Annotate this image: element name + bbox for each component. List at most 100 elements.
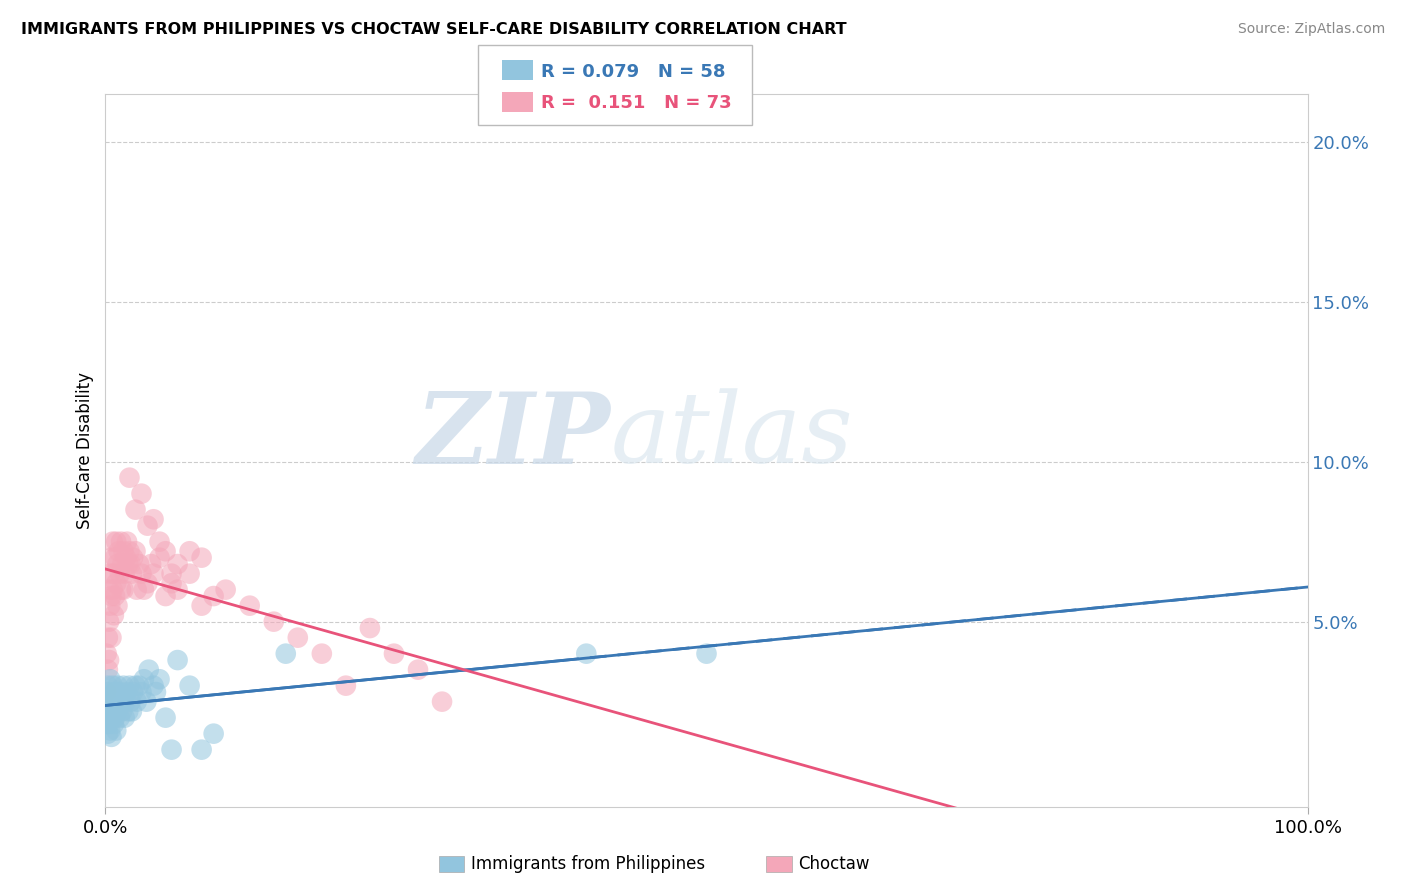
- Point: [160, 576, 183, 591]
- Point: [107, 679, 129, 693]
- Text: Choctaw: Choctaw: [799, 855, 870, 873]
- Point: [98, 566, 121, 581]
- Text: R = 0.079   N = 58: R = 0.079 N = 58: [541, 63, 725, 81]
- Point: [112, 582, 135, 597]
- Point: [120, 557, 142, 571]
- Point: [108, 685, 131, 699]
- Point: [122, 685, 145, 699]
- Point: [142, 512, 165, 526]
- Point: [96, 717, 118, 731]
- Point: [97, 631, 120, 645]
- Point: [96, 711, 118, 725]
- Point: [117, 704, 139, 718]
- Point: [98, 685, 121, 699]
- Point: [120, 695, 142, 709]
- Point: [105, 695, 128, 709]
- Point: [100, 631, 122, 645]
- Point: [101, 534, 124, 549]
- Point: [430, 695, 453, 709]
- Point: [111, 557, 134, 571]
- Point: [108, 711, 131, 725]
- Point: [103, 717, 125, 731]
- Point: [97, 704, 120, 718]
- Point: [117, 557, 139, 571]
- Point: [155, 544, 177, 558]
- Point: [100, 730, 122, 744]
- Point: [107, 704, 129, 718]
- Point: [103, 608, 125, 623]
- Point: [98, 673, 121, 687]
- Point: [142, 679, 165, 693]
- Point: [696, 647, 718, 661]
- Point: [125, 582, 148, 597]
- Text: R =  0.151   N = 73: R = 0.151 N = 73: [541, 94, 733, 112]
- Point: [110, 534, 132, 549]
- Point: [190, 599, 212, 613]
- Point: [166, 653, 188, 667]
- Point: [359, 621, 381, 635]
- Point: [287, 631, 309, 645]
- Point: [98, 723, 121, 738]
- Point: [136, 576, 159, 591]
- Point: [135, 695, 157, 709]
- Point: [118, 679, 141, 693]
- Point: [142, 566, 165, 581]
- Point: [103, 566, 125, 581]
- Point: [98, 599, 121, 613]
- Point: [115, 550, 138, 565]
- Point: [406, 663, 429, 677]
- Point: [125, 695, 148, 709]
- Point: [98, 717, 121, 731]
- Text: atlas: atlas: [610, 389, 853, 483]
- Point: [335, 679, 357, 693]
- Point: [110, 582, 132, 597]
- Point: [103, 691, 125, 706]
- Point: [124, 544, 146, 558]
- Point: [104, 550, 127, 565]
- Point: [166, 582, 188, 597]
- Text: IMMIGRANTS FROM PHILIPPINES VS CHOCTAW SELF-CARE DISABILITY CORRELATION CHART: IMMIGRANTS FROM PHILIPPINES VS CHOCTAW S…: [21, 22, 846, 37]
- Point: [104, 711, 127, 725]
- Point: [101, 704, 124, 718]
- Point: [107, 557, 129, 571]
- Point: [160, 566, 183, 581]
- Point: [112, 679, 135, 693]
- Point: [190, 742, 212, 756]
- Point: [101, 679, 124, 693]
- Point: [98, 615, 121, 629]
- Point: [263, 615, 285, 629]
- Point: [114, 688, 136, 702]
- Point: [139, 557, 162, 571]
- Point: [104, 589, 127, 603]
- Point: [100, 550, 122, 565]
- Point: [98, 698, 121, 712]
- Point: [97, 679, 120, 693]
- Point: [96, 647, 118, 661]
- Point: [155, 711, 177, 725]
- Point: [100, 688, 122, 702]
- Point: [124, 679, 146, 693]
- Point: [122, 550, 145, 565]
- Point: [148, 673, 170, 687]
- Point: [101, 582, 124, 597]
- Point: [132, 673, 155, 687]
- Point: [107, 544, 129, 558]
- Point: [97, 663, 120, 677]
- Point: [214, 582, 236, 597]
- Point: [118, 470, 141, 484]
- Point: [105, 534, 128, 549]
- Point: [96, 695, 118, 709]
- Point: [166, 557, 188, 571]
- Point: [98, 582, 121, 597]
- Point: [128, 557, 150, 571]
- Point: [97, 726, 120, 740]
- Point: [575, 647, 598, 661]
- Point: [108, 566, 131, 581]
- Y-axis label: Self-Care Disability: Self-Care Disability: [76, 372, 94, 529]
- Text: Source: ZipAtlas.com: Source: ZipAtlas.com: [1237, 22, 1385, 37]
- Point: [274, 647, 297, 661]
- Point: [96, 685, 118, 699]
- Point: [160, 742, 183, 756]
- Point: [202, 589, 225, 603]
- Point: [115, 534, 138, 549]
